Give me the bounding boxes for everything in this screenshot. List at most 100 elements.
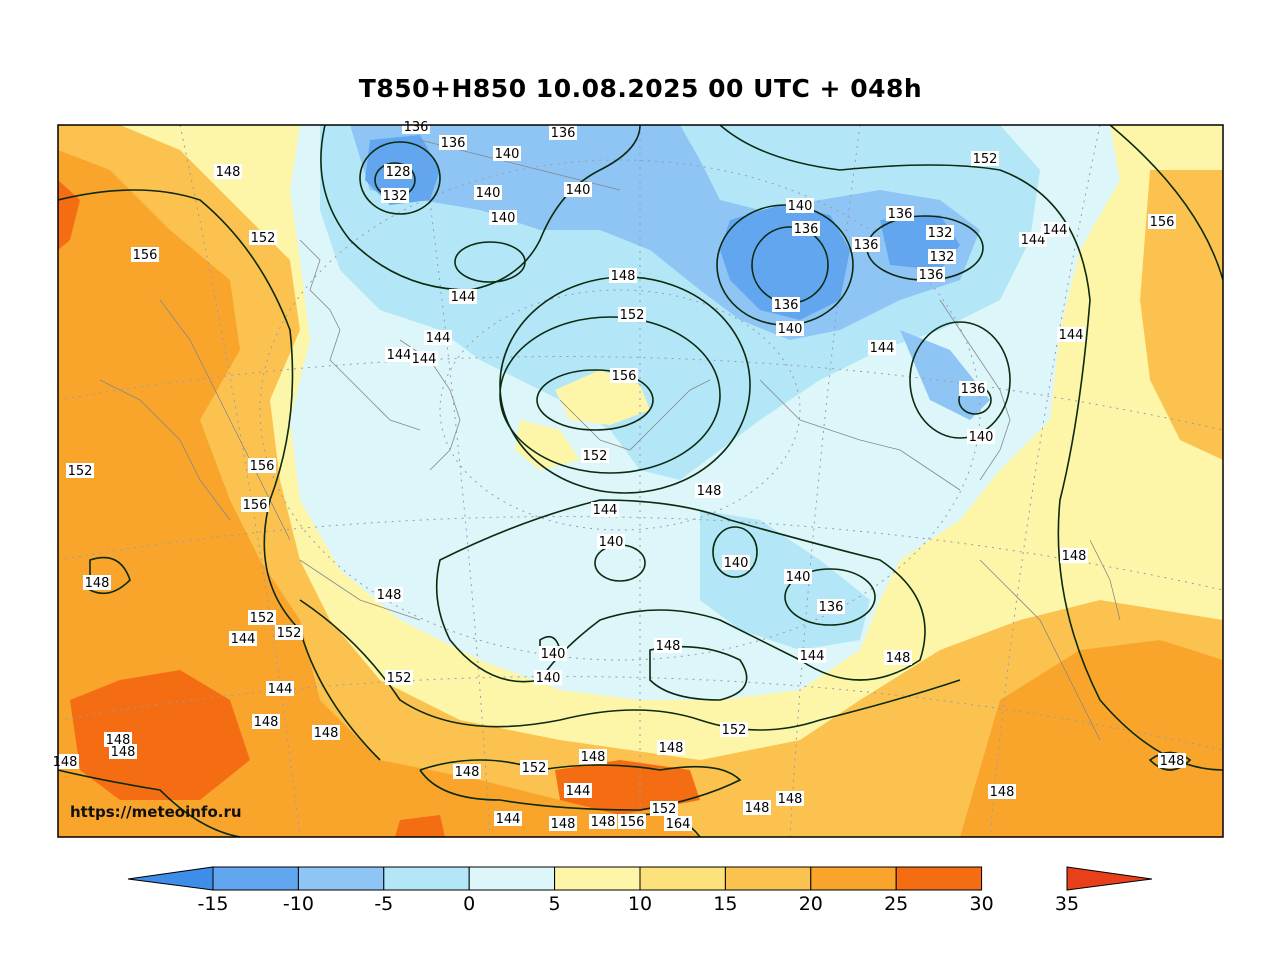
svg-text:164: 164 [666, 817, 691, 832]
svg-text:156: 156 [133, 248, 158, 263]
contour-label: 148 [657, 740, 685, 756]
contour-label: 156 [618, 814, 646, 830]
map-title: T850+H850 10.08.2025 00 UTC + 048h [358, 74, 923, 103]
svg-text:136: 136 [919, 268, 944, 283]
svg-text:152: 152 [652, 802, 677, 817]
contour-label: 148 [312, 725, 340, 741]
contour-label: 148 [743, 800, 771, 816]
contour-label: 144 [494, 811, 522, 827]
colorbar-segment [895, 866, 983, 891]
svg-text:144: 144 [800, 649, 825, 664]
contour-label: 148 [453, 764, 481, 780]
svg-text:136: 136 [819, 600, 844, 615]
colorbar-tick-label: 35 [1055, 893, 1079, 915]
contour-label: 152 [520, 760, 548, 776]
contour-label: 144 [564, 783, 592, 799]
contour-label: 144 [591, 502, 619, 518]
svg-text:140: 140 [786, 570, 811, 585]
contour-label: 148 [609, 268, 637, 284]
svg-text:148: 148 [53, 755, 78, 770]
svg-text:148: 148 [591, 815, 616, 830]
contour-label: 148 [214, 164, 242, 180]
svg-text:148: 148 [611, 269, 636, 284]
contour-label: 144 [424, 330, 452, 346]
contour-label: 148 [375, 587, 403, 603]
contour-label: 136 [817, 599, 845, 615]
contour-label: 144 [449, 289, 477, 305]
svg-text:144: 144 [451, 290, 476, 305]
svg-text:136: 136 [888, 207, 913, 222]
contour-label: 144 [798, 648, 826, 664]
svg-text:144: 144 [593, 503, 618, 518]
watermark: https://meteoinfo.ru [70, 803, 242, 821]
contour-label: 140 [474, 185, 502, 201]
colorbar: -15 -10 -5 0 5 10 15 20 25 30 35 [127, 866, 1153, 915]
contour-label: 152 [248, 610, 276, 626]
contour-label: 136 [917, 267, 945, 283]
contour-label: 148 [83, 575, 111, 591]
contour-label: 152 [385, 670, 413, 686]
graticule [58, 125, 1223, 837]
svg-text:156: 156 [612, 369, 637, 384]
colorbar-tick-label: -10 [283, 893, 314, 915]
svg-text:140: 140 [724, 556, 749, 571]
svg-text:144: 144 [412, 352, 437, 367]
svg-text:132: 132 [383, 189, 408, 204]
contour-label: 148 [776, 791, 804, 807]
svg-text:152: 152 [620, 308, 645, 323]
svg-text:148: 148 [377, 588, 402, 603]
svg-text:140: 140 [566, 183, 591, 198]
contour-label: 136 [792, 221, 820, 237]
svg-text:148: 148 [990, 785, 1015, 800]
svg-text:148: 148 [745, 801, 770, 816]
svg-text:144: 144 [426, 331, 451, 346]
svg-text:152: 152 [522, 761, 547, 776]
contour-label: 148 [695, 483, 723, 499]
svg-text:148: 148 [659, 741, 684, 756]
svg-text:140: 140 [969, 430, 994, 445]
svg-text:140: 140 [536, 671, 561, 686]
svg-text:148: 148 [314, 726, 339, 741]
svg-text:136: 136 [961, 382, 986, 397]
contour-label: 136 [439, 135, 467, 151]
contour-label: 148 [549, 816, 577, 832]
contour-label: 152 [249, 230, 277, 246]
contour-label: 148 [579, 749, 607, 765]
svg-text:148: 148 [886, 651, 911, 666]
contour-label: 148 [1060, 548, 1088, 564]
svg-text:144: 144 [496, 812, 521, 827]
svg-text:128: 128 [386, 165, 411, 180]
contour-label: 140 [493, 146, 521, 162]
contour-label: 152 [650, 801, 678, 817]
contour-label: 144 [266, 681, 294, 697]
contour-label: 148 [252, 714, 280, 730]
svg-text:144: 144 [1043, 223, 1068, 238]
svg-text:156: 156 [1150, 215, 1175, 230]
colorbar-tick-label: -15 [197, 893, 228, 915]
svg-text:144: 144 [1059, 328, 1084, 343]
svg-text:156: 156 [620, 815, 645, 830]
svg-text:152: 152 [583, 449, 608, 464]
svg-text:148: 148 [1160, 754, 1185, 769]
contour-label: 136 [772, 297, 800, 313]
contour-label: 148 [884, 650, 912, 666]
svg-text:140: 140 [476, 186, 501, 201]
contour-label: 132 [381, 188, 409, 204]
svg-text:132: 132 [930, 250, 955, 265]
contour-label: 136 [549, 125, 577, 141]
contour-label: 136 [959, 381, 987, 397]
svg-text:152: 152 [722, 723, 747, 738]
contour-label: 140 [784, 569, 812, 585]
contour-label: 152 [971, 151, 999, 167]
contour-label: 152 [581, 448, 609, 464]
contour-label: 152 [720, 722, 748, 738]
svg-text:148: 148 [1062, 549, 1087, 564]
contour-label: 148 [589, 814, 617, 830]
colorbar-segment [297, 866, 385, 891]
svg-text:144: 144 [231, 632, 256, 647]
contour-label: 156 [248, 458, 276, 474]
svg-text:148: 148 [254, 715, 279, 730]
contour-label: 140 [597, 534, 625, 550]
contour-label: 136 [402, 119, 430, 135]
